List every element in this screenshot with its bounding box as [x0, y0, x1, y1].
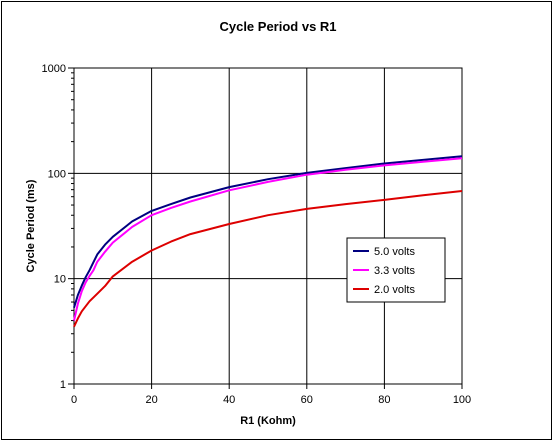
legend-label-1: 5.0 volts [374, 246, 415, 258]
y-tick-label: 1 [60, 379, 66, 391]
y-tick-label: 1000 [42, 63, 66, 75]
y-tick-label: 10 [54, 274, 66, 286]
series-line-3 [73, 190, 463, 328]
legend-label-2: 3.3 volts [374, 265, 415, 277]
x-tick-label: 20 [145, 394, 157, 406]
y-axis-title: Cycle Period (ms) [25, 179, 37, 272]
series-line-1 [73, 155, 463, 308]
x-tick-label: 0 [71, 394, 77, 406]
x-axis-title: R1 (Kohm) [240, 415, 296, 427]
x-tick-label: 60 [301, 394, 313, 406]
plot-area [73, 67, 463, 385]
x-tick-label: 100 [453, 394, 471, 406]
chart-frame [1, 1, 552, 440]
chart-title: Cycle Period vs R1 [219, 19, 336, 34]
x-tick-label: 80 [378, 394, 390, 406]
x-tick-label: 40 [223, 394, 235, 406]
series-line-2 [73, 157, 463, 321]
legend-label-3: 2.0 volts [374, 284, 415, 296]
y-tick-label: 100 [48, 168, 66, 180]
